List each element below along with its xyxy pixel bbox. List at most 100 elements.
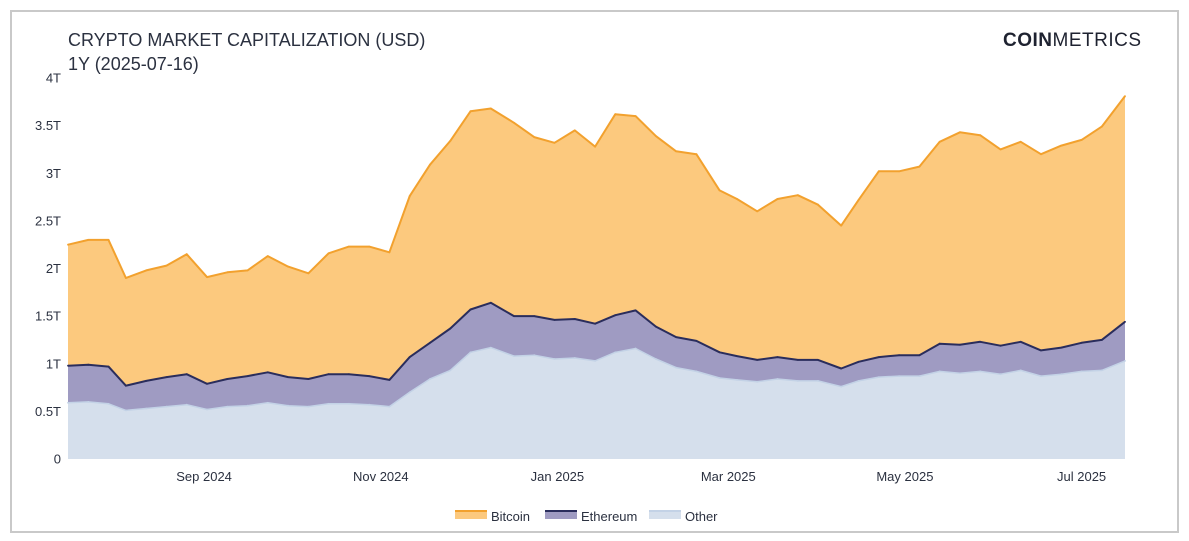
data-point-other [388, 405, 391, 408]
data-point-bitcoin [449, 140, 452, 142]
data-point-ethereum [938, 342, 941, 345]
data-point-other [938, 370, 941, 373]
data-point-other [756, 380, 759, 383]
data-point-ethereum [655, 325, 657, 328]
series-area-bitcoin [68, 96, 1125, 386]
x-tick-label: Jul 2025 [1057, 469, 1106, 484]
data-point-other [533, 354, 536, 357]
data-point-bitcoin [877, 170, 880, 173]
data-point-ethereum [1019, 340, 1022, 343]
data-point-ethereum [206, 382, 208, 385]
data-point-bitcoin [736, 198, 738, 200]
data-point-other [918, 375, 921, 377]
data-point-bitcoin [87, 239, 90, 241]
data-point-other [614, 351, 617, 354]
data-point-bitcoin [1019, 140, 1022, 143]
data-point-other [408, 391, 411, 394]
data-point-ethereum [553, 319, 556, 321]
data-point-bitcoin [206, 276, 208, 278]
data-point-ethereum [287, 376, 289, 378]
data-point-ethereum [695, 340, 698, 342]
data-point-ethereum [145, 380, 148, 382]
data-point-ethereum [1100, 339, 1103, 341]
data-point-bitcoin [918, 165, 921, 168]
x-tick-label: Nov 2024 [353, 469, 409, 484]
data-point-ethereum [857, 360, 860, 363]
data-point-ethereum [185, 373, 188, 376]
y-tick-label: 2.5T [35, 213, 61, 228]
data-point-ethereum [918, 354, 921, 357]
data-point-ethereum [388, 379, 391, 381]
data-point-ethereum [898, 354, 900, 357]
data-point-bitcoin [388, 251, 391, 254]
data-point-other [898, 375, 900, 377]
data-point-bitcoin [125, 277, 127, 279]
data-point-ethereum [594, 322, 596, 325]
data-point-ethereum [1040, 349, 1042, 352]
data-point-other [817, 380, 819, 382]
data-point-bitcoin [756, 210, 759, 213]
logo-light-text: METRICS [1053, 30, 1142, 51]
data-point-other [327, 402, 330, 405]
data-point-bitcoin [327, 252, 330, 255]
data-point-other [125, 409, 127, 412]
legend-item-bitcoin[interactable]: Bitcoin [455, 509, 530, 524]
legend-swatch-bitcoin [455, 511, 487, 519]
data-point-other [206, 408, 208, 411]
data-point-ethereum [125, 384, 127, 387]
data-point-ethereum [348, 373, 350, 376]
x-tick-label: Sep 2024 [176, 469, 232, 484]
data-point-other [959, 372, 961, 375]
svg-text:COINMETRICS: COINMETRICS [1003, 30, 1142, 51]
data-point-ethereum [469, 308, 472, 311]
data-point-ethereum [67, 364, 69, 367]
legend-item-ethereum[interactable]: Ethereum [545, 509, 637, 524]
data-point-bitcoin [1060, 144, 1063, 147]
data-point-other [594, 360, 596, 362]
x-tick-label: May 2025 [876, 469, 933, 484]
data-point-ethereum [266, 371, 269, 374]
data-point-other [226, 405, 229, 408]
data-point-bitcoin [840, 224, 843, 227]
data-point-bitcoin [938, 140, 941, 143]
y-tick-label: 4T [46, 71, 61, 86]
y-tick-label: 0 [54, 452, 61, 467]
y-tick-label: 2T [46, 261, 61, 276]
data-point-other [718, 377, 721, 379]
data-point-other [266, 401, 269, 404]
data-point-ethereum [959, 343, 961, 346]
data-point-ethereum [736, 355, 738, 357]
data-point-bitcoin [489, 107, 492, 110]
data-point-other [655, 358, 657, 360]
data-point-bitcoin [1124, 95, 1126, 97]
data-point-ethereum [817, 359, 819, 361]
data-point-ethereum [408, 356, 411, 358]
data-point-ethereum [1124, 320, 1126, 323]
data-point-other [246, 404, 249, 407]
data-point-other [307, 405, 310, 408]
coinmetrics-logo: COINMETRICS [1003, 30, 1142, 51]
data-point-ethereum [327, 373, 330, 376]
data-point-bitcoin [469, 110, 472, 113]
legend-item-other[interactable]: Other [649, 509, 718, 524]
data-point-other [796, 380, 799, 382]
data-point-ethereum [307, 378, 310, 380]
data-point-other [429, 378, 431, 380]
data-point-bitcoin [1100, 125, 1103, 128]
data-point-other [1019, 369, 1022, 372]
data-point-other [469, 351, 472, 354]
data-point-bitcoin [246, 269, 249, 272]
data-point-other [67, 401, 69, 404]
data-point-other [513, 355, 515, 357]
series-area-ethereum [68, 302, 1125, 411]
chart-title: CRYPTO MARKET CAPITALIZATION (USD) [68, 30, 425, 50]
data-point-ethereum [573, 318, 576, 320]
data-point-bitcoin [573, 129, 576, 132]
data-point-other [165, 405, 168, 408]
data-point-bitcoin [266, 255, 269, 257]
data-point-bitcoin [513, 121, 515, 124]
data-point-bitcoin [226, 271, 229, 274]
data-point-bitcoin [348, 245, 350, 248]
legend-label-bitcoin: Bitcoin [491, 509, 530, 524]
data-point-bitcoin [307, 272, 310, 275]
